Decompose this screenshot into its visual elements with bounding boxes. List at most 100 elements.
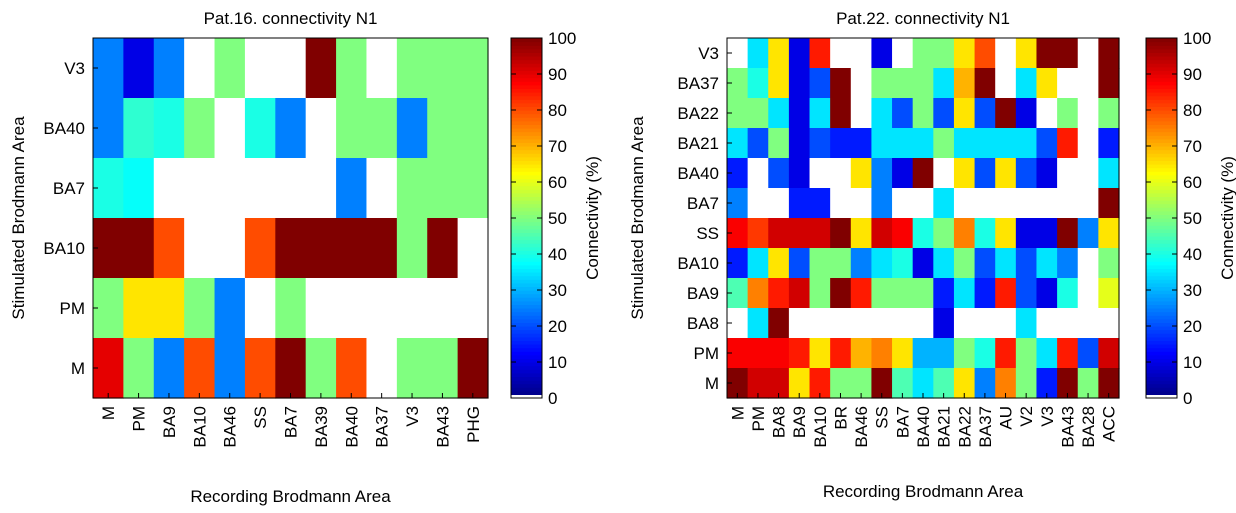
colorbar-segment — [511, 102, 542, 107]
colorbar-segment — [511, 236, 542, 241]
colorbar-segment — [1146, 311, 1177, 316]
colorbar-segment — [1146, 138, 1177, 143]
heatmap-cell — [1036, 368, 1058, 399]
colorbar-segment — [1146, 362, 1177, 367]
heatmap-cell — [953, 278, 976, 309]
colorbar-segment — [1146, 279, 1177, 284]
heatmap-cell — [1057, 368, 1079, 399]
heatmap-cell — [366, 38, 398, 99]
colorbar-segment — [1146, 95, 1177, 100]
colorbar-segment — [511, 376, 542, 381]
heatmap-cell — [396, 38, 428, 99]
colorbar-segment — [1146, 293, 1177, 298]
colorbar-segment — [1146, 383, 1177, 388]
colorbar-segment — [511, 142, 542, 147]
colorbar-segment — [1146, 394, 1177, 399]
heatmap-cell — [995, 98, 1017, 129]
heatmap-cell — [1036, 278, 1058, 309]
heatmap-cell — [1077, 368, 1099, 399]
colorbar-segment — [511, 354, 542, 359]
colorbar-tick-label: 20 — [548, 317, 567, 336]
heatmap-cell — [1036, 308, 1058, 339]
colorbar-segment — [1146, 340, 1177, 345]
heatmap-cell — [1077, 38, 1099, 69]
heatmap-cell — [912, 308, 934, 339]
heatmap-cell — [953, 218, 976, 249]
colorbar-segment — [1146, 153, 1177, 158]
heatmap-cell — [244, 98, 276, 159]
x-tick-label: BA40 — [342, 406, 361, 448]
heatmap-cell — [768, 308, 790, 339]
heatmap-cell — [457, 158, 489, 219]
heatmap-cell — [1036, 338, 1058, 369]
heatmap-cell — [1077, 338, 1099, 369]
heatmap-cell — [275, 98, 307, 159]
heatmap-cell — [788, 38, 811, 69]
heatmap-cell — [727, 278, 749, 309]
colorbar: 0 10 20 30 40 50 60 70 80 90 100 Connectivity (%) — [1145, 29, 1236, 408]
chart-title: Pat.16. connectivity N1 — [204, 9, 378, 28]
x-tick-label: BA7 — [282, 406, 301, 438]
colorbar-segment — [511, 228, 542, 233]
heatmap-cell — [788, 188, 811, 219]
heatmap-cell — [1036, 188, 1058, 219]
heatmap-cell — [788, 98, 811, 129]
heatmap-cell — [153, 158, 185, 219]
heatmap-cell — [974, 368, 996, 399]
heatmap-cell — [336, 98, 368, 159]
heatmap-cell — [850, 308, 873, 339]
heatmap-cell — [953, 368, 976, 399]
heatmap-cell — [747, 338, 769, 369]
colorbar-segment — [511, 250, 542, 255]
colorbar-segment — [1146, 45, 1177, 50]
heatmap-cell — [788, 218, 811, 249]
colorbar-segment — [1146, 257, 1177, 262]
heatmap-cell — [830, 368, 852, 399]
colorbar-segment — [511, 153, 542, 158]
heatmap-cell — [1036, 248, 1058, 279]
heatmap-cell — [244, 278, 276, 339]
heatmap-cell — [747, 98, 769, 129]
x-tick-label: BA43 — [433, 406, 452, 448]
colorbar-segment — [1146, 135, 1177, 140]
colorbar-segment — [1146, 142, 1177, 147]
colorbar-segment — [1146, 171, 1177, 176]
heatmap-cell — [933, 218, 955, 249]
x-tick-label: BA43 — [1058, 406, 1077, 448]
heatmap-cell — [93, 158, 124, 219]
heatmap-cell — [809, 158, 831, 189]
heatmap-cell — [214, 98, 246, 159]
colorbar-segment — [1146, 380, 1177, 385]
heatmap-cell — [427, 38, 459, 99]
heatmap-cell — [871, 248, 893, 279]
heatmap-cell — [768, 188, 790, 219]
heatmap-cell — [912, 38, 934, 69]
heatmap-cell — [788, 68, 811, 99]
x-tick-label: BA8 — [770, 406, 789, 438]
colorbar-segment — [1146, 38, 1177, 43]
colorbar-segment — [511, 149, 542, 154]
colorbar-tick-label: 70 — [548, 137, 567, 156]
heatmap-cell — [214, 158, 246, 219]
heatmap-cell — [93, 38, 124, 99]
colorbar-segment — [511, 38, 542, 43]
heatmap-cell — [933, 188, 955, 219]
colorbar-segment — [1146, 358, 1177, 363]
heatmap-cell — [123, 218, 155, 279]
heatmap-cell — [336, 38, 368, 99]
heatmap-cell — [830, 98, 852, 129]
heatmap-cell — [1036, 218, 1058, 249]
heatmap-cell — [1098, 308, 1120, 339]
heatmap-cell — [850, 38, 873, 69]
heatmap-cell — [768, 218, 790, 249]
colorbar-segment — [511, 128, 542, 133]
heatmap-cell — [184, 38, 216, 99]
heatmap-cell — [1057, 308, 1079, 339]
y-tick-label: BA22 — [677, 104, 719, 123]
heatmap-cell — [768, 98, 790, 129]
colorbar-segment — [511, 282, 542, 287]
colorbar-segment — [511, 156, 542, 161]
heatmap-cell — [892, 188, 914, 219]
heatmap-cell — [1077, 158, 1099, 189]
colorbar-segment — [511, 135, 542, 140]
